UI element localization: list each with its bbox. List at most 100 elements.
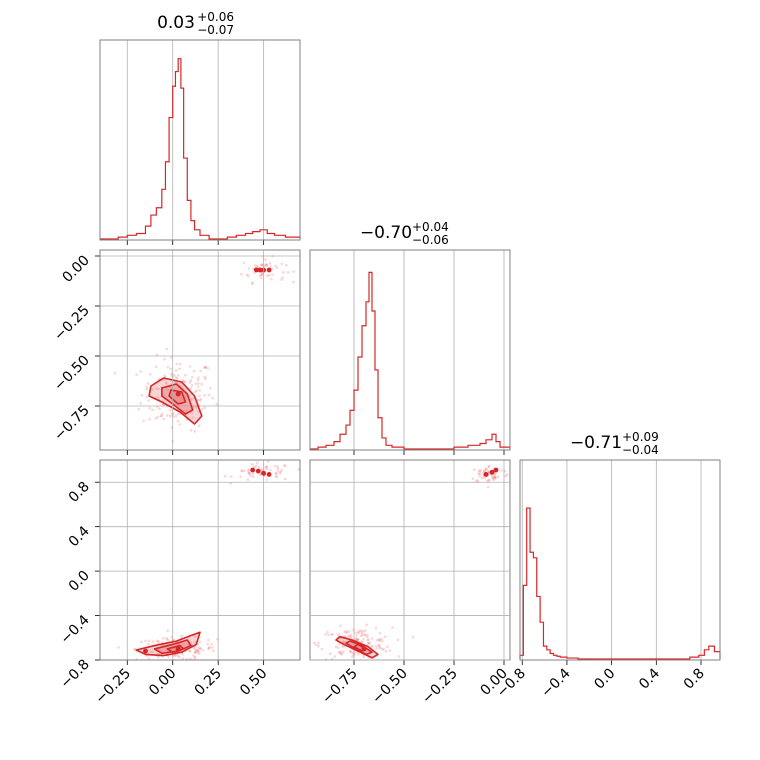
scatter-point <box>363 629 367 632</box>
scatter-point <box>491 475 495 479</box>
scatter-point <box>339 652 343 656</box>
scatter-point <box>504 474 508 478</box>
scatter-point <box>327 633 330 637</box>
scatter-point <box>147 399 150 402</box>
scatter-point <box>156 395 159 399</box>
scatter-point <box>492 476 496 479</box>
scatter-point <box>260 271 263 275</box>
scatter-point <box>374 644 378 648</box>
scatter-point <box>326 630 329 634</box>
scatter-point <box>381 647 384 651</box>
scatter-point <box>242 469 246 473</box>
scatter-point <box>362 637 365 641</box>
scatter-point <box>113 371 117 375</box>
scatter-point <box>265 465 269 469</box>
scatter-point <box>151 408 154 412</box>
scatter-point <box>166 413 169 417</box>
scatter-point <box>206 366 210 370</box>
scatter-point <box>368 642 371 645</box>
scatter-point <box>411 635 415 639</box>
scatter-point <box>494 475 497 479</box>
scatter-point <box>260 263 263 267</box>
scatter-point <box>160 412 164 415</box>
scatter-point <box>352 628 355 632</box>
scatter-point <box>207 646 211 650</box>
scatter-point <box>173 373 176 377</box>
scatter-point <box>261 272 264 275</box>
x-tick-label: −0.4 <box>538 665 573 700</box>
scatter-point <box>260 274 263 277</box>
contour-level-3 <box>168 389 187 405</box>
scatter-point <box>165 637 168 640</box>
scatter-point <box>378 639 382 642</box>
scatter-point <box>164 382 168 385</box>
scatter-points <box>113 254 296 443</box>
scatter-points <box>117 460 300 661</box>
scatter-points <box>313 464 509 661</box>
scatter-point <box>343 630 347 633</box>
scatter-point <box>317 644 320 648</box>
scatter-point <box>297 467 300 471</box>
scatter-point <box>198 394 201 398</box>
scatter-point <box>493 475 497 479</box>
scatter-point <box>251 462 254 466</box>
scatter-point <box>264 258 267 261</box>
scatter-point <box>265 465 268 468</box>
scatter-point <box>472 468 476 471</box>
scatter-point <box>204 365 207 369</box>
scatter-point <box>247 472 251 475</box>
scatter-point <box>207 638 210 642</box>
scatter-point <box>338 650 342 654</box>
scatter-point <box>348 636 351 639</box>
scatter-point <box>341 645 345 649</box>
scatter-point <box>276 467 280 471</box>
scatter-point <box>349 649 353 653</box>
scatter-point <box>379 646 382 649</box>
scatter-point <box>199 647 202 650</box>
panel-frame-0 <box>99 39 301 241</box>
scatter-point <box>184 373 187 377</box>
scatter-point <box>362 655 365 659</box>
scatter-point <box>197 648 200 652</box>
contour-level-1 <box>135 631 201 657</box>
scatter-point <box>352 653 355 657</box>
scatter-point <box>254 464 258 468</box>
scatter-point <box>487 464 491 468</box>
scatter-point <box>486 479 489 483</box>
scatter-point <box>276 465 279 468</box>
scatter-point <box>271 267 274 271</box>
scatter-point <box>149 650 153 654</box>
scatter-point <box>207 647 210 651</box>
density-peak <box>175 646 181 652</box>
scatter-point <box>199 397 203 401</box>
dense-point <box>257 267 263 273</box>
scatter-point <box>170 372 173 376</box>
scatter-point <box>158 407 161 411</box>
scatter-point <box>266 460 270 463</box>
histogram-step <box>519 507 721 660</box>
scatter-point <box>195 649 199 653</box>
scatter-point <box>176 412 180 416</box>
scatter-point <box>355 634 358 637</box>
scatter-point <box>340 652 344 656</box>
scatter-point <box>178 423 182 426</box>
scatter-point <box>383 635 387 638</box>
dense-point <box>253 267 259 273</box>
scatter-point <box>207 393 211 397</box>
scatter-point <box>281 276 284 279</box>
scatter-point <box>148 406 152 410</box>
dense-point <box>266 267 272 273</box>
scatter-point <box>314 643 318 647</box>
scatter-point <box>162 417 166 421</box>
scatter-point <box>366 639 370 642</box>
scatter-point <box>264 466 267 469</box>
scatter-point <box>145 385 148 389</box>
scatter-point <box>366 633 369 637</box>
scatter-point <box>147 639 151 642</box>
scatter-point <box>483 469 486 473</box>
scatter-point <box>161 403 165 407</box>
dense-point <box>250 467 256 473</box>
scatter-point <box>144 639 147 643</box>
scatter-point <box>251 281 254 284</box>
scatter-point <box>251 472 255 476</box>
